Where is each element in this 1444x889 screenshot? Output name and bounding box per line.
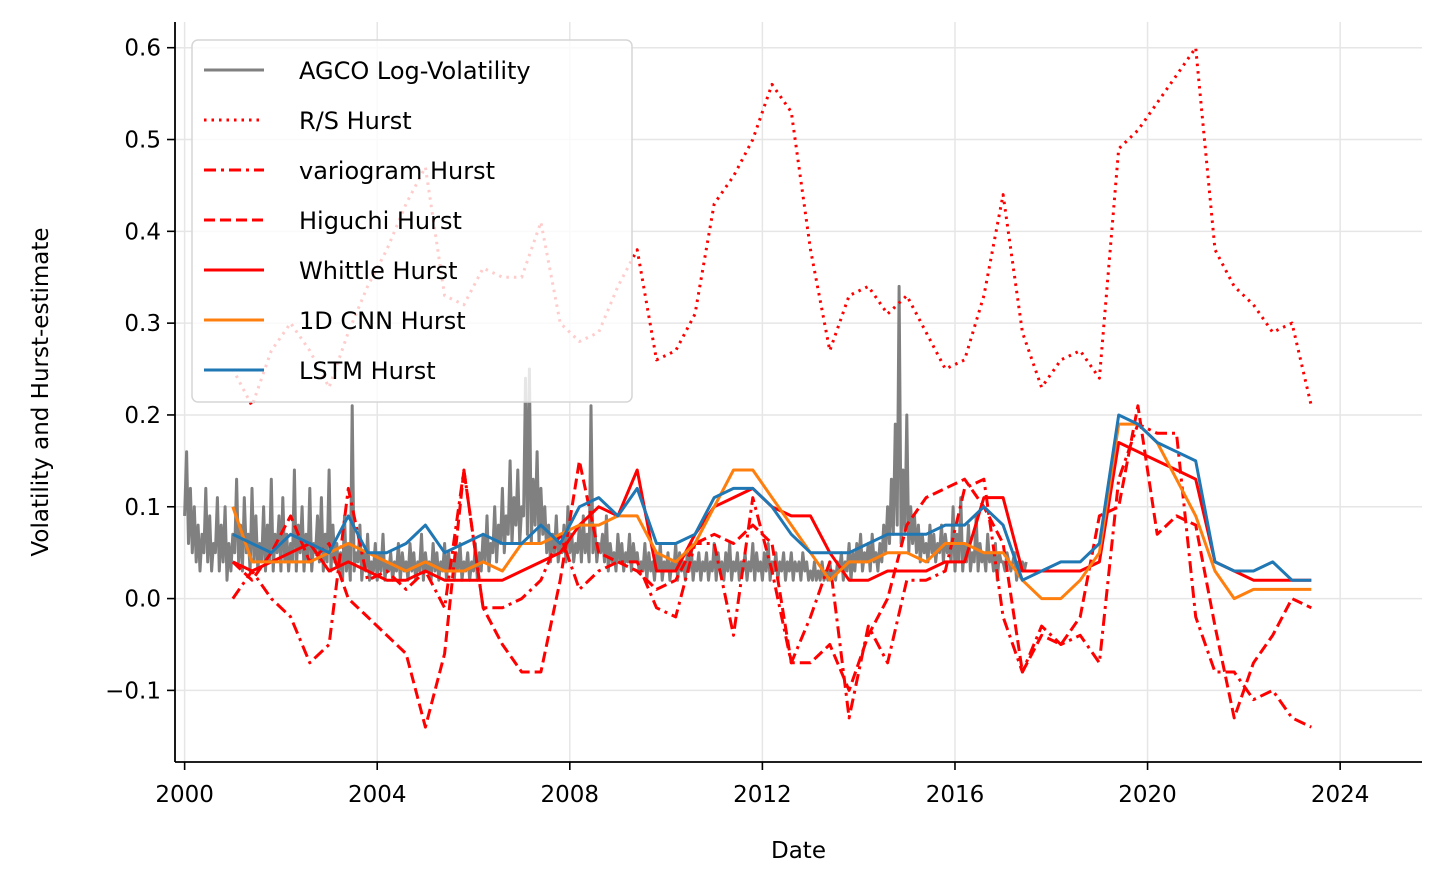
- x-tick-label: 2016: [926, 782, 985, 808]
- y-tick-label: 0.0: [124, 587, 161, 613]
- y-tick-label: 0.1: [124, 495, 161, 521]
- y-tick-label: 0.4: [124, 219, 161, 245]
- legend-label: variogram Hurst: [299, 157, 495, 185]
- y-tick-label: 0.6: [124, 36, 161, 62]
- series-line-variogram-hurst: [231, 422, 1312, 729]
- x-tick-label: 2004: [348, 782, 407, 808]
- legend-label: R/S Hurst: [299, 107, 412, 135]
- legend-label: Whittle Hurst: [299, 257, 458, 285]
- y-tick-label: −0.1: [105, 678, 161, 704]
- series-line-agco-log-volatility: [183, 284, 1028, 582]
- series-line-1d-cnn-hurst: [231, 422, 1312, 601]
- x-tick-label: 2012: [733, 782, 792, 808]
- tick-labels: 2000 2004 2008 2012 2016 2020 2024 −0.1 0.0 0.1 0.…: [105, 36, 1369, 808]
- y-tick-label: 0.5: [124, 128, 161, 154]
- y-axis-label: Volatility and Hurst-estimate: [28, 227, 54, 556]
- x-tick-label: 2024: [1311, 782, 1370, 808]
- axes: [167, 22, 1422, 770]
- y-tick-label: 0.2: [124, 403, 161, 429]
- legend-label: AGCO Log-Volatility: [299, 57, 531, 85]
- x-tick-label: 2000: [155, 782, 214, 808]
- series-line-higuchi-hurst: [231, 404, 1312, 729]
- legend-label: Higuchi Hurst: [299, 207, 462, 235]
- volatility-layer: [183, 284, 1028, 582]
- x-tick-label: 2008: [541, 782, 600, 808]
- x-tick-label: 2020: [1118, 782, 1177, 808]
- x-axis-label: Date: [771, 838, 826, 864]
- y-tick-label: 0.3: [124, 311, 161, 337]
- series-line-whittle-hurst: [232, 441, 1312, 582]
- legend-frame: [191, 39, 633, 403]
- legend-label: 1D CNN Hurst: [299, 307, 466, 335]
- legend: AGCO Log-Volatility R/S Hurst variogram Hu…: [191, 39, 633, 403]
- series-line-lstm-hurst: [232, 413, 1312, 582]
- legend-label: LSTM Hurst: [299, 357, 436, 385]
